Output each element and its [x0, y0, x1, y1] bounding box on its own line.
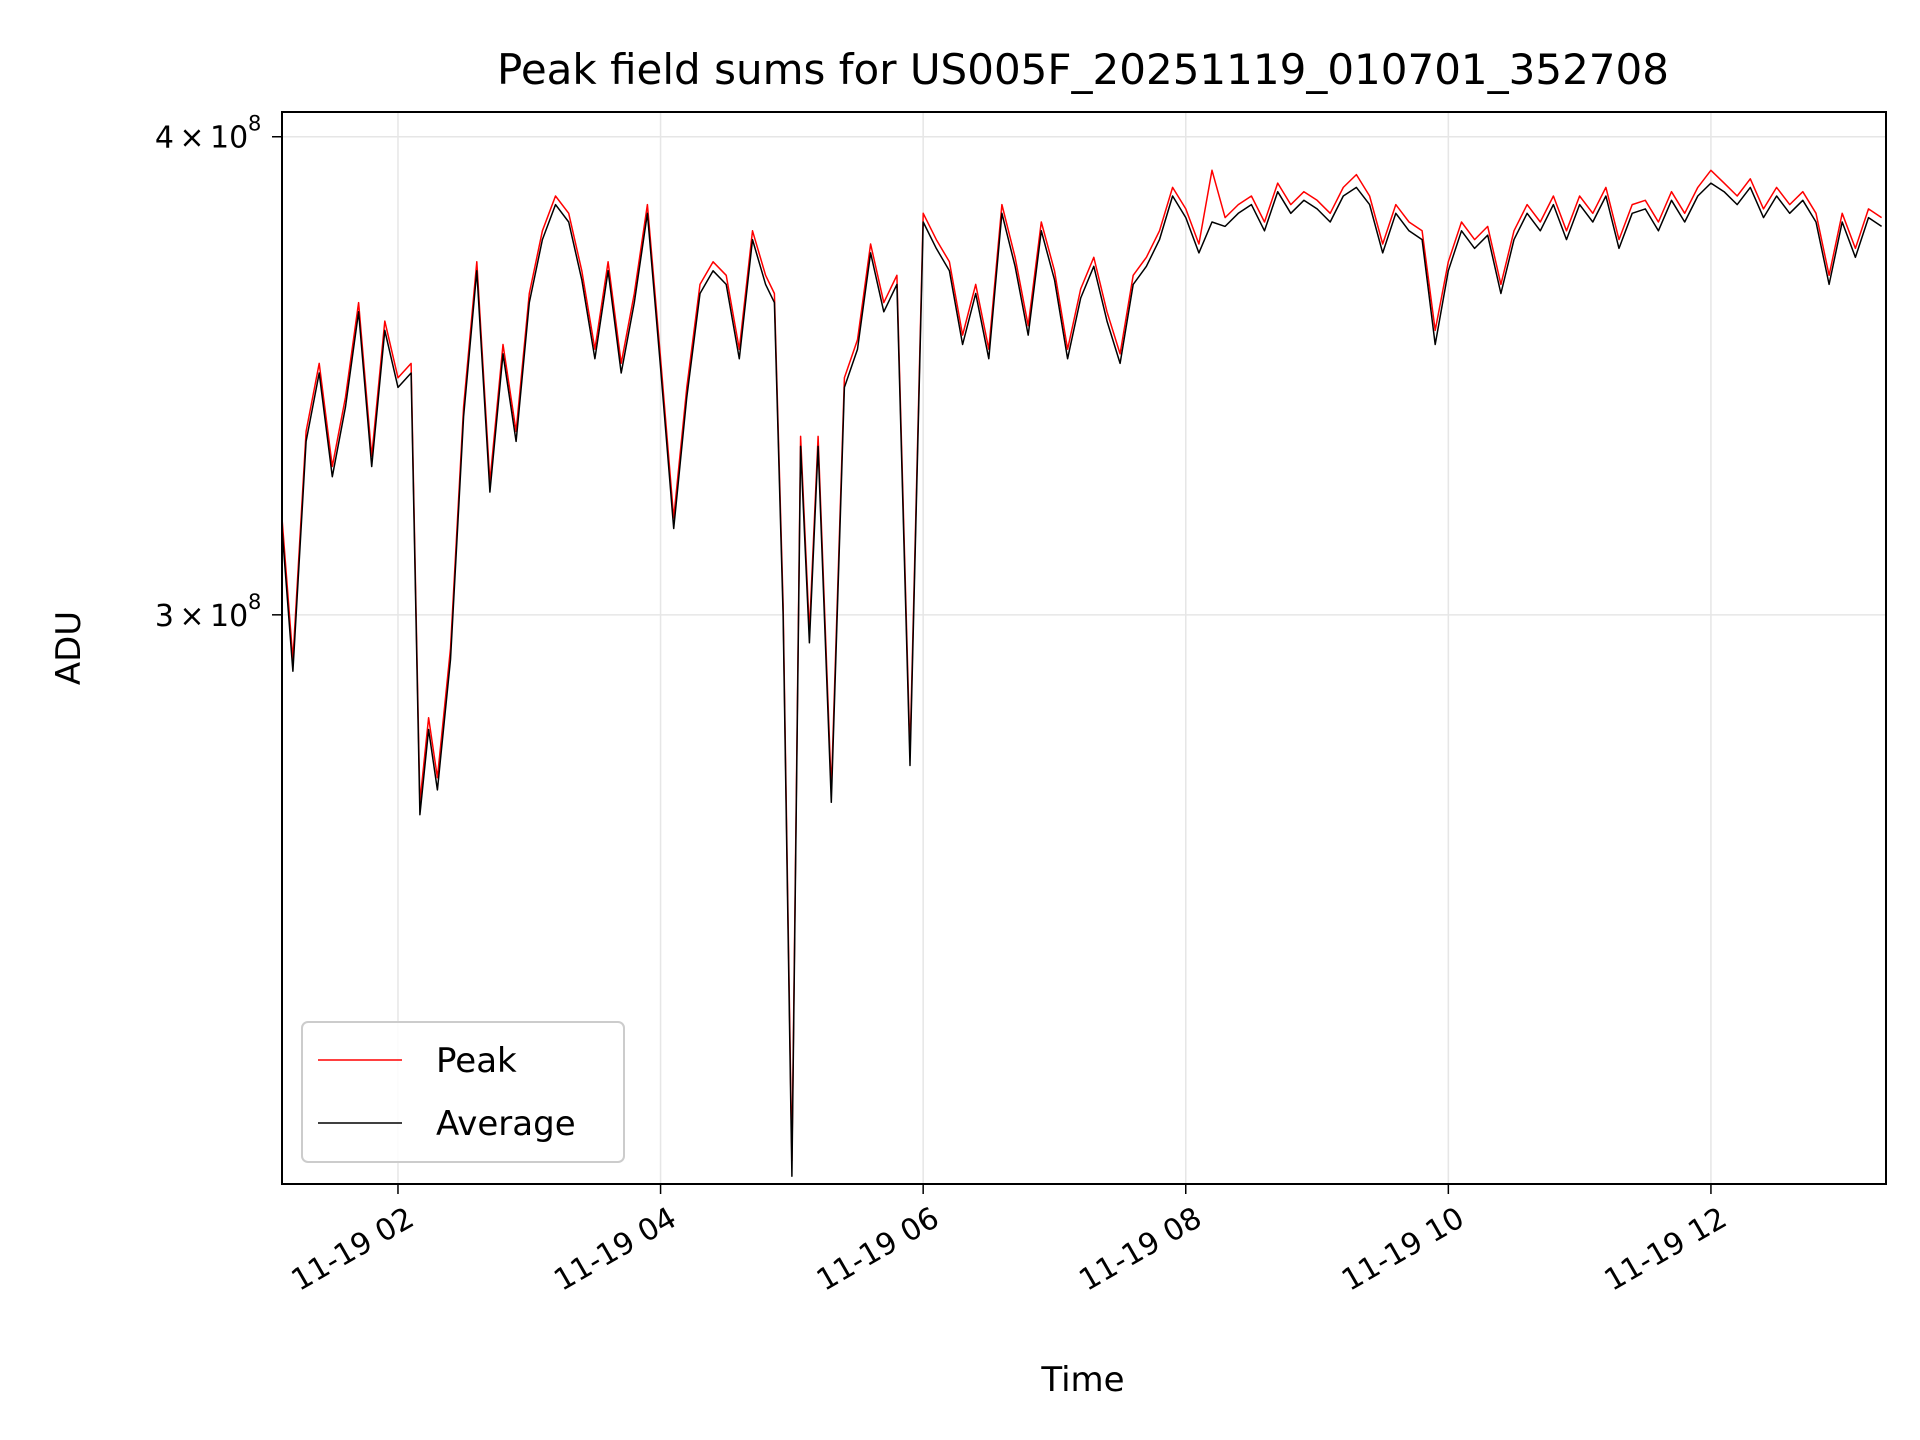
series-line-average: [282, 182, 1883, 1177]
y-tick-base: 4: [155, 121, 174, 156]
grid-lines: [282, 112, 1886, 1184]
y-tick-times: ×: [179, 121, 204, 156]
series-line-peak: [282, 169, 1883, 1162]
y-tick-times: ×: [179, 599, 204, 634]
y-tick-ten: 10: [210, 121, 248, 156]
legend-label-average: Average: [436, 1104, 576, 1144]
y-tick-base: 3: [155, 599, 174, 634]
x-axis-label: Time: [1040, 1360, 1124, 1400]
y-tick-label: 4 × 10 8: [155, 112, 261, 156]
plot-series: [282, 169, 1883, 1177]
legend: Peak Average: [301, 1021, 625, 1163]
y-tick-exponent: 8: [248, 112, 261, 136]
y-tick-label: 3 × 10 8: [155, 590, 261, 634]
legend-label-peak: Peak: [436, 1041, 517, 1081]
y-axis-label: ADU: [49, 611, 89, 685]
y-axis-ticks: 3 × 10 84 × 10 8: [155, 112, 282, 634]
chart-title: Peak field sums for US005F_20251119_0107…: [497, 45, 1669, 94]
y-tick-ten: 10: [210, 599, 248, 634]
legend-box: [301, 1021, 625, 1163]
y-tick-exponent: 8: [248, 590, 261, 614]
plot-area-frame: [281, 111, 1887, 1185]
